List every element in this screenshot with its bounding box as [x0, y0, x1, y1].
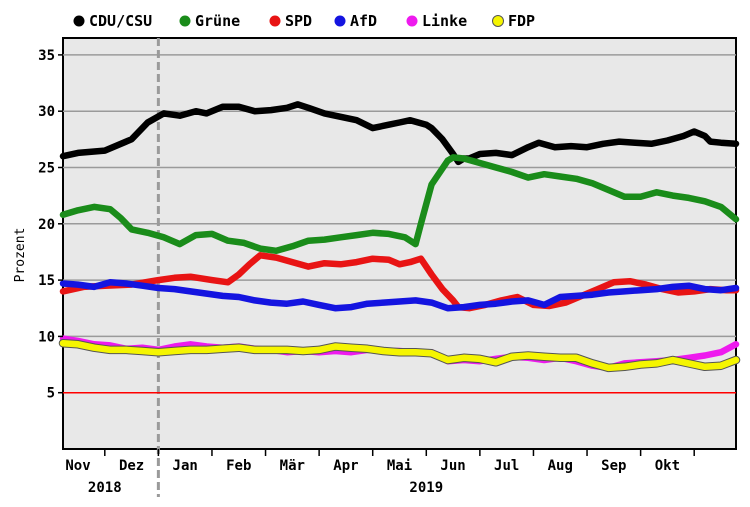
y-tick-label-20: 20 — [38, 217, 55, 233]
legend-marker-afd — [334, 15, 346, 27]
x-month-label-1: Dez — [119, 458, 144, 474]
legend-label-linke: Linke — [422, 12, 467, 30]
x-month-label-2: Jan — [173, 458, 198, 474]
x-month-label-9: Aug — [548, 458, 573, 474]
y-tick-label-30: 30 — [38, 104, 55, 120]
y-tick-label-25: 25 — [38, 160, 55, 176]
x-month-label-7: Jun — [440, 458, 465, 474]
y-axis-ticks: 5 10 15 20 25 30 35 — [38, 48, 63, 402]
x-month-label-5: Apr — [333, 458, 358, 474]
series-line-fdp — [59, 339, 740, 372]
x-month-label-8: Jul — [494, 458, 519, 474]
x-year-label-1: 2019 — [409, 480, 443, 496]
x-month-label-11: Okt — [655, 458, 680, 474]
legend-marker-fdp — [492, 15, 504, 27]
y-axis-label: Prozent — [13, 228, 28, 283]
x-month-label-0: Nov — [65, 458, 90, 474]
series-lines — [58, 101, 741, 373]
x-year-label-0: 2018 — [88, 480, 122, 496]
legend: CDU/CSU Grüne SPD AfD Linke FDP — [73, 12, 535, 30]
series-line-grüne — [59, 154, 740, 255]
x-month-label-6: Mai — [387, 458, 412, 474]
legend-marker-linke — [406, 15, 418, 27]
legend-label-afd: AfD — [350, 12, 377, 30]
y-tick-label-10: 10 — [38, 329, 55, 345]
plot-area — [62, 37, 737, 450]
series-line-cdu-csu — [59, 101, 740, 166]
legend-label-fdp: FDP — [508, 12, 535, 30]
x-month-label-10: Sep — [601, 458, 626, 474]
y-tick-label-5: 5 — [47, 386, 55, 402]
series-line-afd — [59, 279, 740, 312]
x-month-label-4: Mär — [280, 458, 305, 474]
legend-label-spd: SPD — [285, 12, 312, 30]
legend-label-grüne: Grüne — [195, 12, 240, 30]
legend-label-cdu-csu: CDU/CSU — [89, 12, 152, 30]
x-month-label-3: Feb — [226, 458, 251, 474]
legend-marker-grüne — [179, 15, 191, 27]
legend-marker-cdu-csu — [73, 15, 85, 27]
series-line-spd — [59, 252, 740, 312]
y-tick-label-35: 35 — [38, 48, 55, 64]
y-tick-label-15: 15 — [38, 273, 55, 289]
x-axis-ticks: Nov Dez Jan Feb Mär Apr Mai Jun Jul Aug Sep Okt 2018… — [65, 449, 695, 496]
legend-marker-spd — [269, 15, 281, 27]
